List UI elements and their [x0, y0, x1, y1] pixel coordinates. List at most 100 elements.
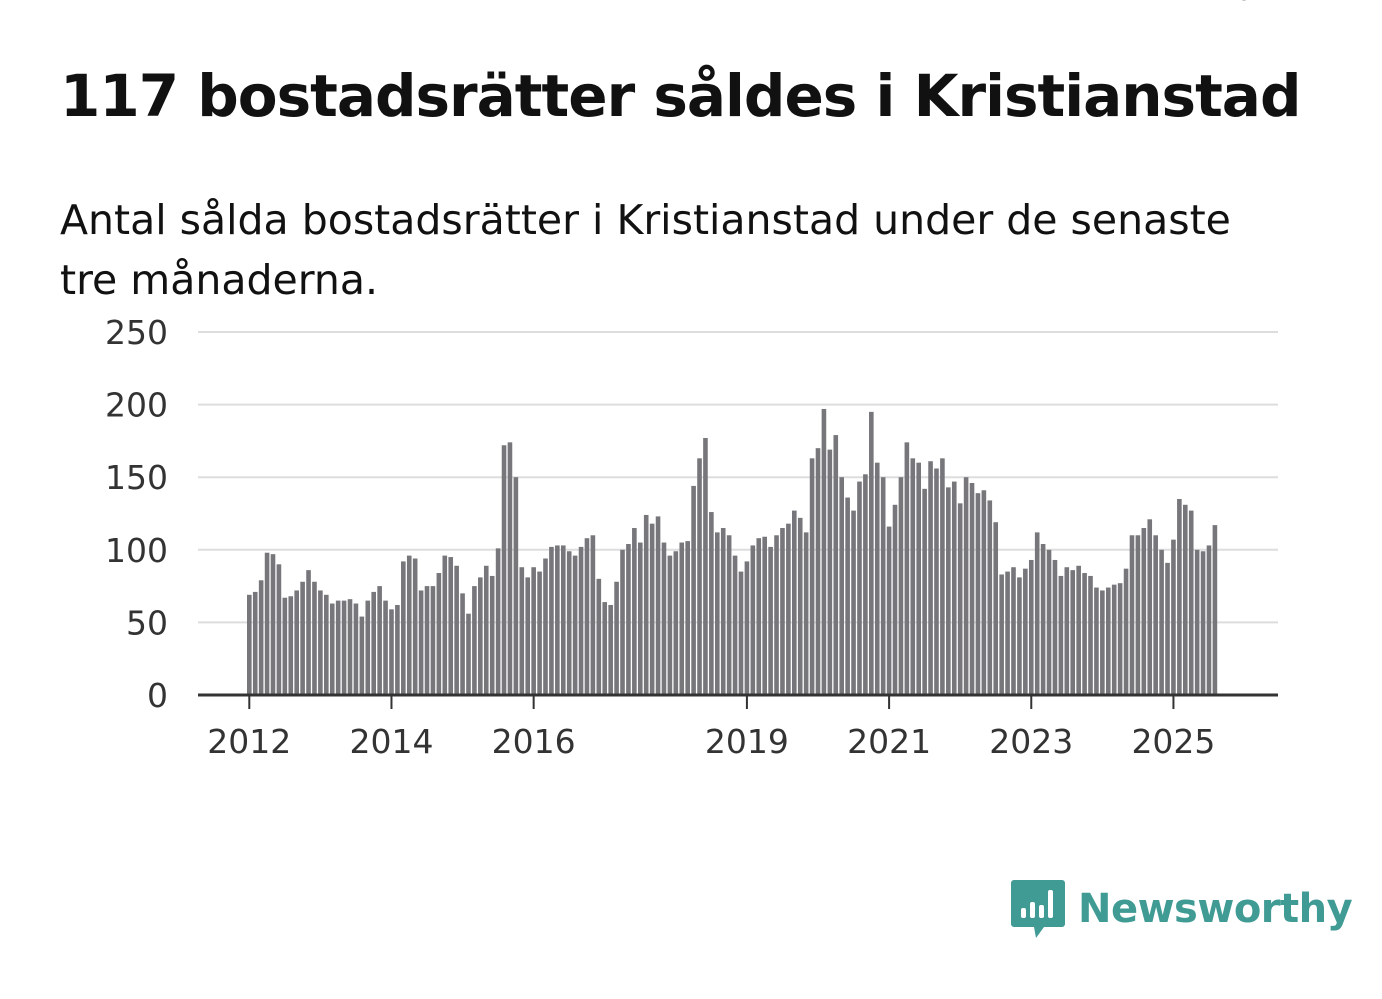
bar: [495, 548, 501, 695]
bar: [560, 545, 566, 695]
bar: [531, 567, 536, 695]
bar: [466, 613, 471, 695]
bar: [1135, 535, 1141, 695]
bar: [792, 510, 797, 695]
bar: [1117, 583, 1123, 695]
brand-logo[interactable]: Newsworthy: [1010, 878, 1353, 940]
bar: [886, 526, 892, 695]
bar: [1105, 587, 1111, 695]
bar: [981, 490, 987, 695]
bar: [341, 600, 347, 695]
bar: [258, 580, 264, 695]
bar: [661, 542, 667, 695]
bar: [608, 604, 613, 695]
bar: [780, 528, 785, 695]
bar: [1028, 559, 1034, 695]
bar: [1023, 568, 1028, 695]
bar: [1058, 575, 1064, 695]
bar: [483, 565, 489, 695]
bar: [537, 571, 542, 695]
bar: [643, 514, 649, 695]
newsworthy-logo-icon: [1011, 880, 1065, 938]
bar: [430, 586, 436, 695]
bar: [626, 543, 631, 695]
bar: [975, 493, 981, 695]
bar: [1094, 587, 1099, 695]
bar: [697, 458, 702, 695]
bars: [247, 408, 1218, 695]
bar: [401, 561, 406, 695]
brand-name: Newsworthy: [1078, 886, 1353, 932]
bar: [673, 551, 679, 695]
bar: [874, 462, 880, 695]
x-tick-label: 2025: [1131, 722, 1215, 761]
bar: [288, 596, 294, 695]
axes: 0 50 100 150 200 250 117 2012 2014 2016 2019 2021 20…: [105, 0, 1278, 761]
bar: [750, 545, 756, 695]
bar: [1206, 545, 1212, 695]
bar: [1123, 568, 1129, 695]
y-tick-label: 100: [105, 531, 168, 570]
bar: [566, 551, 572, 695]
bar: [1147, 519, 1153, 695]
y-tick-label: 200: [105, 386, 168, 425]
bar: [1040, 543, 1046, 695]
bar: [602, 602, 608, 695]
bar: [821, 408, 827, 695]
bar: [578, 546, 584, 695]
bar: [418, 590, 424, 695]
y-tick-label: 250: [105, 313, 168, 352]
bar: [679, 542, 685, 695]
bar: [910, 458, 916, 695]
bar: [276, 564, 282, 695]
bar: [685, 541, 690, 695]
bar: [1017, 577, 1022, 695]
bar: [1153, 535, 1158, 695]
bar: [282, 597, 288, 695]
bar: [1200, 551, 1206, 695]
bar: [454, 565, 459, 695]
bar: [347, 599, 353, 695]
bar: [507, 442, 513, 695]
bar: [1194, 549, 1200, 695]
bar: [614, 581, 619, 695]
bar: [940, 458, 945, 695]
bar: [934, 468, 939, 695]
bar: [714, 532, 720, 695]
bar: [525, 577, 531, 695]
bar: [584, 538, 590, 695]
bar: [412, 558, 418, 695]
y-tick-label: 0: [147, 676, 168, 715]
bar: [359, 616, 365, 695]
bar: [377, 586, 382, 695]
bar: [649, 523, 655, 695]
bar: [1177, 498, 1182, 695]
bar: [264, 552, 270, 695]
x-tick-label: 2012: [207, 722, 291, 761]
x-tick-label: 2016: [492, 722, 576, 761]
bar: [726, 535, 732, 695]
bar: [318, 590, 323, 695]
bar: [869, 411, 874, 695]
bar: [247, 594, 252, 695]
bar: [963, 477, 969, 695]
bar: [1165, 562, 1170, 695]
bar: [270, 554, 276, 695]
chart-subtitle: Antal sålda bostadsrätter i Kristianstad…: [60, 196, 1231, 304]
bar: [1182, 504, 1188, 695]
bar: [472, 586, 477, 695]
bar: [543, 558, 548, 695]
bar: [555, 545, 560, 695]
bar: [1100, 590, 1105, 695]
bar: [1005, 571, 1010, 695]
bar: [632, 528, 637, 695]
chart-title: 117 bostadsrätter såldes i Kristianstad: [60, 62, 1301, 130]
bar: [851, 510, 856, 695]
x-tick-label: 2023: [989, 722, 1073, 761]
bar: [863, 474, 868, 695]
bar: [406, 555, 412, 695]
bar: [335, 600, 341, 695]
bar: [549, 546, 554, 695]
bar: [667, 555, 673, 695]
bar: [371, 591, 377, 695]
